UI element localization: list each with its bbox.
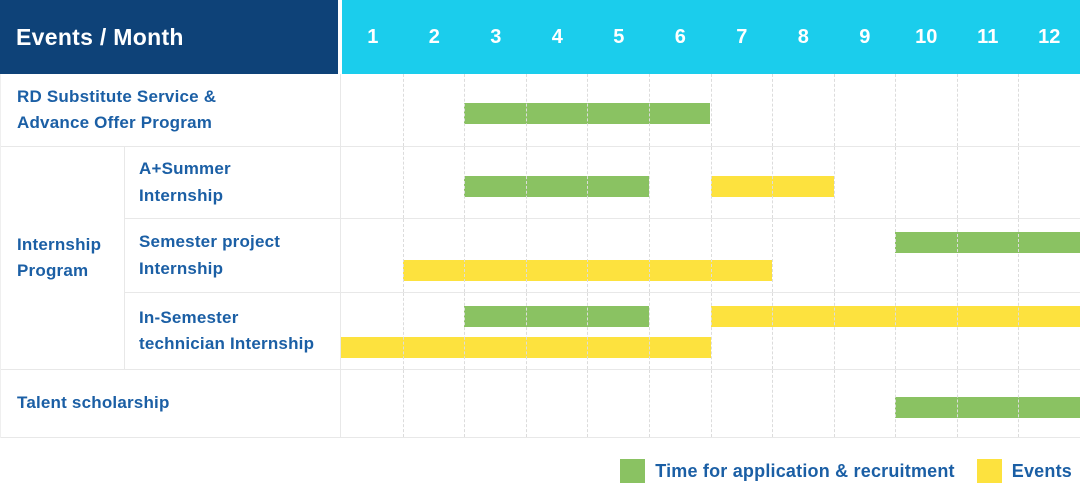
month-gridline xyxy=(1018,293,1020,369)
legend-swatch-events xyxy=(976,459,1002,483)
month-gridline xyxy=(895,74,897,146)
month-gridline xyxy=(464,219,466,292)
row-label-in-semester-technician: In-Semester technician Internship xyxy=(125,293,341,370)
application-bar xyxy=(464,306,649,327)
month-gridline xyxy=(710,74,712,146)
events-bar xyxy=(710,175,834,197)
month-header-row: 1 2 3 4 5 6 7 8 9 10 11 12 xyxy=(342,0,1080,74)
gantt-row-a-plus-summer xyxy=(341,147,1080,219)
group-label-internship-program: Internship Program xyxy=(1,147,125,370)
legend: Time for application & recruitment Event… xyxy=(0,438,1080,494)
application-bar xyxy=(895,232,1080,253)
legend-label-events: Events xyxy=(1011,460,1072,481)
month-gridline xyxy=(833,370,835,437)
month-gridline xyxy=(525,219,527,292)
month-gridline xyxy=(710,370,712,437)
month-gridline xyxy=(956,74,958,146)
month-gridline xyxy=(464,370,466,437)
month-gridline xyxy=(772,219,774,292)
month-header-12: 12 xyxy=(1038,25,1061,48)
month-gridline xyxy=(772,293,774,369)
month-header-8: 8 xyxy=(797,25,809,48)
month-gridline xyxy=(648,219,650,292)
month-gridline xyxy=(1018,147,1020,218)
month-gridline xyxy=(895,293,897,369)
legend-group-events: Events xyxy=(976,459,1072,483)
month-gridline xyxy=(833,147,835,218)
month-header-10: 10 xyxy=(915,25,938,48)
application-bar xyxy=(464,175,649,197)
month-header-6: 6 xyxy=(674,25,686,48)
application-bar xyxy=(895,396,1080,418)
table-body: RD Substitute Service & Advance Offer Pr… xyxy=(0,74,1080,438)
application-bar xyxy=(464,103,711,124)
month-gridline xyxy=(710,293,712,369)
row-label-a-plus-summer: A+Summer Internship xyxy=(125,147,341,219)
events-bar xyxy=(402,260,773,281)
month-header-1: 1 xyxy=(367,25,379,48)
month-gridline xyxy=(956,219,958,292)
month-header-3: 3 xyxy=(490,25,502,48)
month-gridline xyxy=(587,219,589,292)
row-label-rd-substitute: RD Substitute Service & Advance Offer Pr… xyxy=(1,74,341,147)
corner-header-label: Events / Month xyxy=(16,23,184,50)
month-gridline xyxy=(895,147,897,218)
gantt-row-rd-substitute xyxy=(341,74,1080,147)
month-gridline xyxy=(402,370,404,437)
month-gridline xyxy=(402,147,404,218)
month-header-9: 9 xyxy=(859,25,871,48)
month-gridline xyxy=(402,74,404,146)
gantt-row-talent-scholarship xyxy=(341,370,1080,438)
month-gridline xyxy=(710,219,712,292)
events-bar xyxy=(710,306,1080,327)
month-gridline xyxy=(772,370,774,437)
month-gridline xyxy=(587,370,589,437)
corner-header: Events / Month xyxy=(0,0,338,74)
month-gridline xyxy=(833,74,835,146)
gantt-row-in-semester-technician xyxy=(341,293,1080,370)
month-gridline xyxy=(402,219,404,292)
month-gridline xyxy=(1018,74,1020,146)
month-header-11: 11 xyxy=(977,25,999,48)
month-gridline xyxy=(648,147,650,218)
legend-group-application: Time for application & recruitment xyxy=(620,459,955,483)
month-gridline xyxy=(1018,219,1020,292)
row-label-talent-scholarship: Talent scholarship xyxy=(1,370,341,438)
legend-swatch-application xyxy=(620,459,646,483)
table-header: Events / Month 1 2 3 4 5 6 7 8 9 10 11 1… xyxy=(0,0,1080,74)
row-label-semester-project: Semester project Internship xyxy=(125,219,341,293)
month-gridline xyxy=(525,370,527,437)
month-gridline xyxy=(833,293,835,369)
month-header-4: 4 xyxy=(551,25,563,48)
month-header-5: 5 xyxy=(613,25,625,48)
month-header-7: 7 xyxy=(736,25,748,48)
month-gridline xyxy=(895,219,897,292)
legend-label-application: Time for application & recruitment xyxy=(655,460,955,481)
month-header-2: 2 xyxy=(428,25,440,48)
gantt-row-semester-project xyxy=(341,219,1080,293)
events-bar xyxy=(341,337,711,358)
month-gridline xyxy=(648,370,650,437)
month-gridline xyxy=(956,147,958,218)
month-gridline xyxy=(956,293,958,369)
month-gridline xyxy=(833,219,835,292)
month-gridline xyxy=(772,74,774,146)
